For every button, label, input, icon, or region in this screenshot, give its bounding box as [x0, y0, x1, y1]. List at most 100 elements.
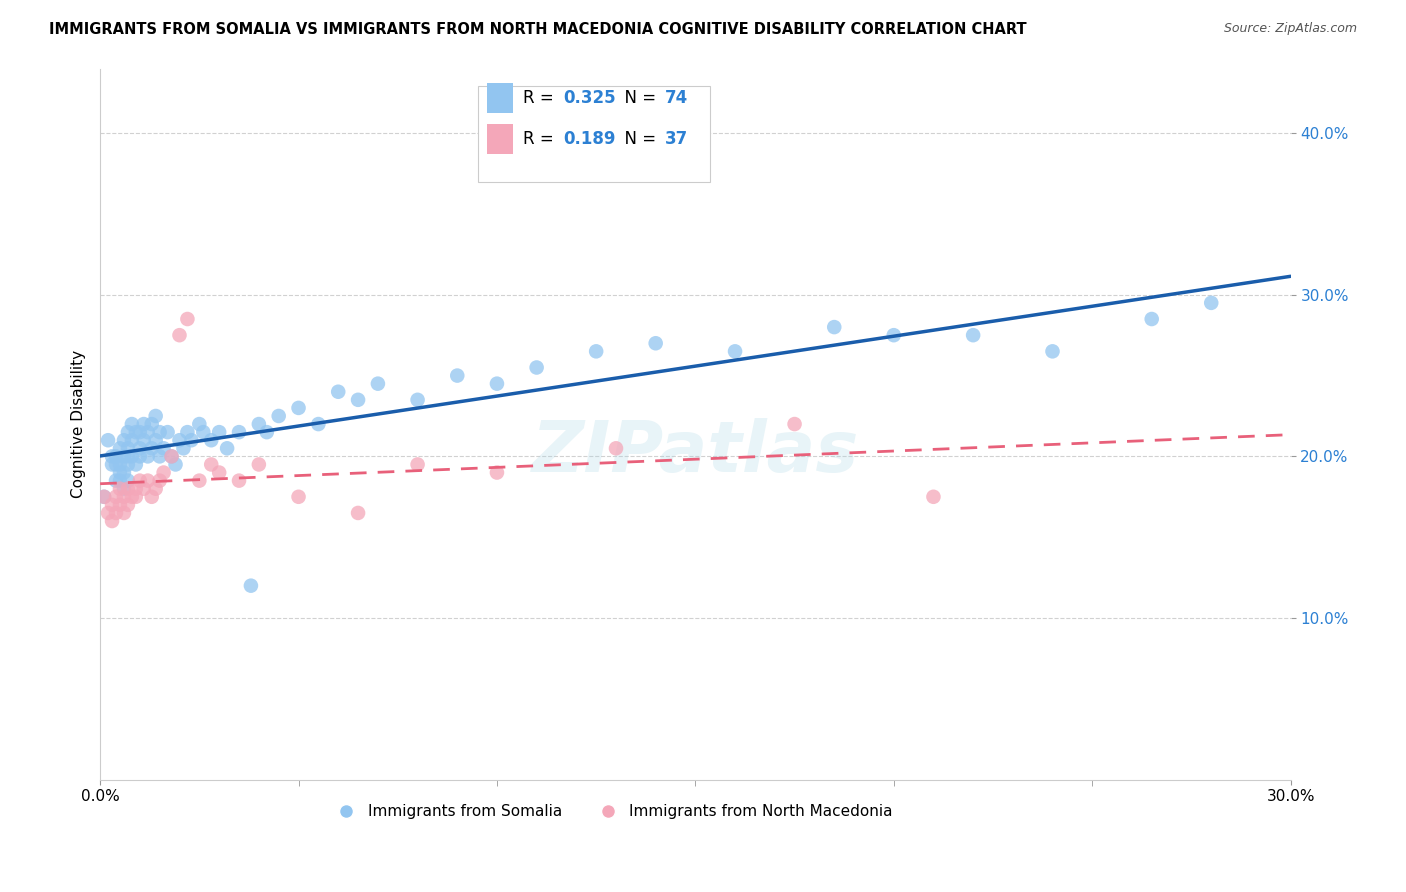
Point — [108, 482, 131, 496]
Point — [105, 450, 128, 464]
Point — [112, 482, 135, 496]
Point — [128, 442, 150, 456]
Point — [132, 434, 155, 448]
Point — [200, 458, 222, 472]
Point — [93, 490, 115, 504]
Point — [267, 409, 290, 423]
Point — [328, 384, 350, 399]
Point — [121, 450, 143, 464]
Point — [141, 417, 163, 431]
Point — [112, 506, 135, 520]
Text: N =: N = — [614, 130, 662, 148]
Point — [121, 417, 143, 431]
Bar — [486, 84, 513, 113]
Point — [145, 434, 167, 448]
Text: 0.189: 0.189 — [564, 130, 616, 148]
Point — [112, 434, 135, 448]
Point — [247, 417, 270, 431]
Point — [446, 368, 468, 383]
Point — [149, 474, 172, 488]
Point — [208, 466, 231, 480]
Point — [347, 506, 370, 520]
Point — [156, 425, 179, 439]
Point — [121, 490, 143, 504]
Point — [117, 474, 139, 488]
Point — [406, 392, 429, 407]
Point — [132, 482, 155, 496]
Point — [823, 320, 845, 334]
Point — [883, 328, 905, 343]
Point — [108, 458, 131, 472]
Bar — [486, 124, 513, 153]
Point — [121, 434, 143, 448]
Point — [128, 425, 150, 439]
Point — [208, 425, 231, 439]
Point — [160, 450, 183, 464]
Point — [307, 417, 329, 431]
Point — [125, 482, 148, 496]
Point — [247, 458, 270, 472]
Point — [256, 425, 278, 439]
Bar — [478, 87, 710, 182]
Point — [108, 474, 131, 488]
Point — [117, 498, 139, 512]
Point — [101, 498, 124, 512]
Y-axis label: Cognitive Disability: Cognitive Disability — [72, 350, 86, 498]
Point — [228, 425, 250, 439]
Point — [188, 474, 211, 488]
Point — [169, 434, 191, 448]
Point — [145, 482, 167, 496]
Point — [112, 450, 135, 464]
Point — [105, 474, 128, 488]
Point — [239, 579, 262, 593]
Point — [105, 506, 128, 520]
Point — [136, 474, 159, 488]
Text: R =: R = — [523, 89, 558, 107]
Point — [93, 490, 115, 504]
Point — [188, 417, 211, 431]
Point — [644, 336, 666, 351]
Point — [128, 450, 150, 464]
Point — [101, 514, 124, 528]
Point — [200, 434, 222, 448]
Point — [112, 466, 135, 480]
Point — [180, 434, 202, 448]
Point — [724, 344, 747, 359]
Point — [108, 498, 131, 512]
Point — [149, 450, 172, 464]
Point — [117, 450, 139, 464]
Point — [176, 312, 198, 326]
Point — [152, 466, 174, 480]
Point — [169, 328, 191, 343]
Point — [112, 490, 135, 504]
Text: 74: 74 — [665, 89, 688, 107]
Point — [962, 328, 984, 343]
Point — [105, 490, 128, 504]
Text: IMMIGRANTS FROM SOMALIA VS IMMIGRANTS FROM NORTH MACEDONIA COGNITIVE DISABILITY : IMMIGRANTS FROM SOMALIA VS IMMIGRANTS FR… — [49, 22, 1026, 37]
Point — [217, 442, 239, 456]
Point — [1140, 312, 1163, 326]
Legend: Immigrants from Somalia, Immigrants from North Macedonia: Immigrants from Somalia, Immigrants from… — [325, 798, 898, 825]
Point — [136, 450, 159, 464]
Point — [101, 450, 124, 464]
Point — [1042, 344, 1064, 359]
Point — [605, 442, 627, 456]
Text: ZIPatlas: ZIPatlas — [531, 418, 859, 487]
Point — [101, 458, 124, 472]
Point — [128, 474, 150, 488]
Point — [132, 417, 155, 431]
Point — [165, 458, 187, 472]
Point — [125, 490, 148, 504]
Point — [141, 490, 163, 504]
Text: Source: ZipAtlas.com: Source: ZipAtlas.com — [1223, 22, 1357, 36]
Point — [141, 442, 163, 456]
Point — [117, 425, 139, 439]
Point — [136, 425, 159, 439]
Point — [287, 401, 309, 415]
Point — [97, 434, 120, 448]
Point — [1199, 296, 1222, 310]
Point — [193, 425, 215, 439]
Point — [105, 458, 128, 472]
Point — [145, 409, 167, 423]
Point — [152, 442, 174, 456]
